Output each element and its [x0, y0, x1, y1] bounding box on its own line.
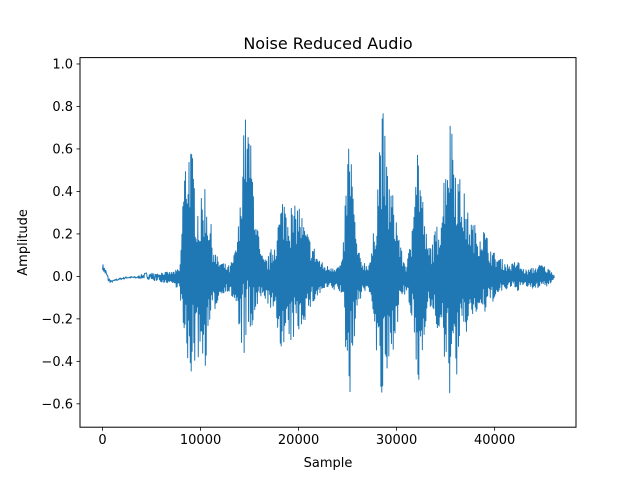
y-tick-label: 0.2	[52, 227, 73, 242]
y-tick-label: 1.0	[52, 57, 73, 72]
y-tick-label: 0.8	[52, 100, 73, 115]
x-tick-label: 10000	[180, 433, 221, 448]
x-axis: 0 10000 20000 30000 40000	[98, 427, 515, 448]
chart-title: Noise Reduced Audio	[243, 34, 412, 53]
axes-frame	[79, 57, 577, 428]
y-tick-label: −0.2	[41, 312, 73, 327]
x-tick-label: 0	[98, 433, 106, 448]
x-tick-label: 40000	[474, 433, 515, 448]
x-tick-label: 20000	[278, 433, 319, 448]
y-axis-label: Amplitude	[16, 209, 31, 276]
x-tick-label: 30000	[376, 433, 417, 448]
waveform-series	[102, 113, 555, 394]
y-tick-label: 0.4	[52, 185, 73, 200]
y-tick-label: 0.0	[52, 270, 73, 285]
y-tick-label: −0.4	[41, 355, 73, 370]
y-axis: −0.6 −0.4 −0.2 0.0 0.2 0.4 0.6 0.8 1.0	[41, 57, 80, 412]
y-tick-label: 0.6	[52, 142, 73, 157]
plot-area	[102, 113, 555, 394]
y-tick-label: −0.6	[41, 397, 73, 412]
x-axis-label: Sample	[304, 456, 353, 471]
